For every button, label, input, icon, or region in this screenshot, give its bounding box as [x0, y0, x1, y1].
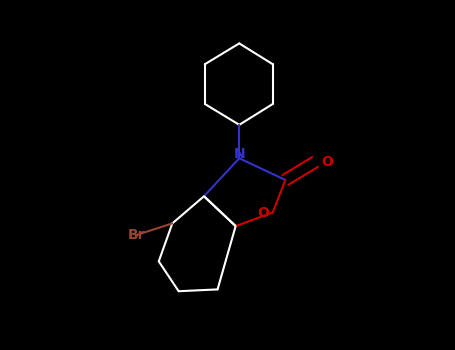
Text: O: O [257, 205, 269, 219]
Text: Br: Br [127, 228, 145, 242]
Text: N: N [233, 147, 245, 161]
Text: O: O [322, 155, 334, 169]
